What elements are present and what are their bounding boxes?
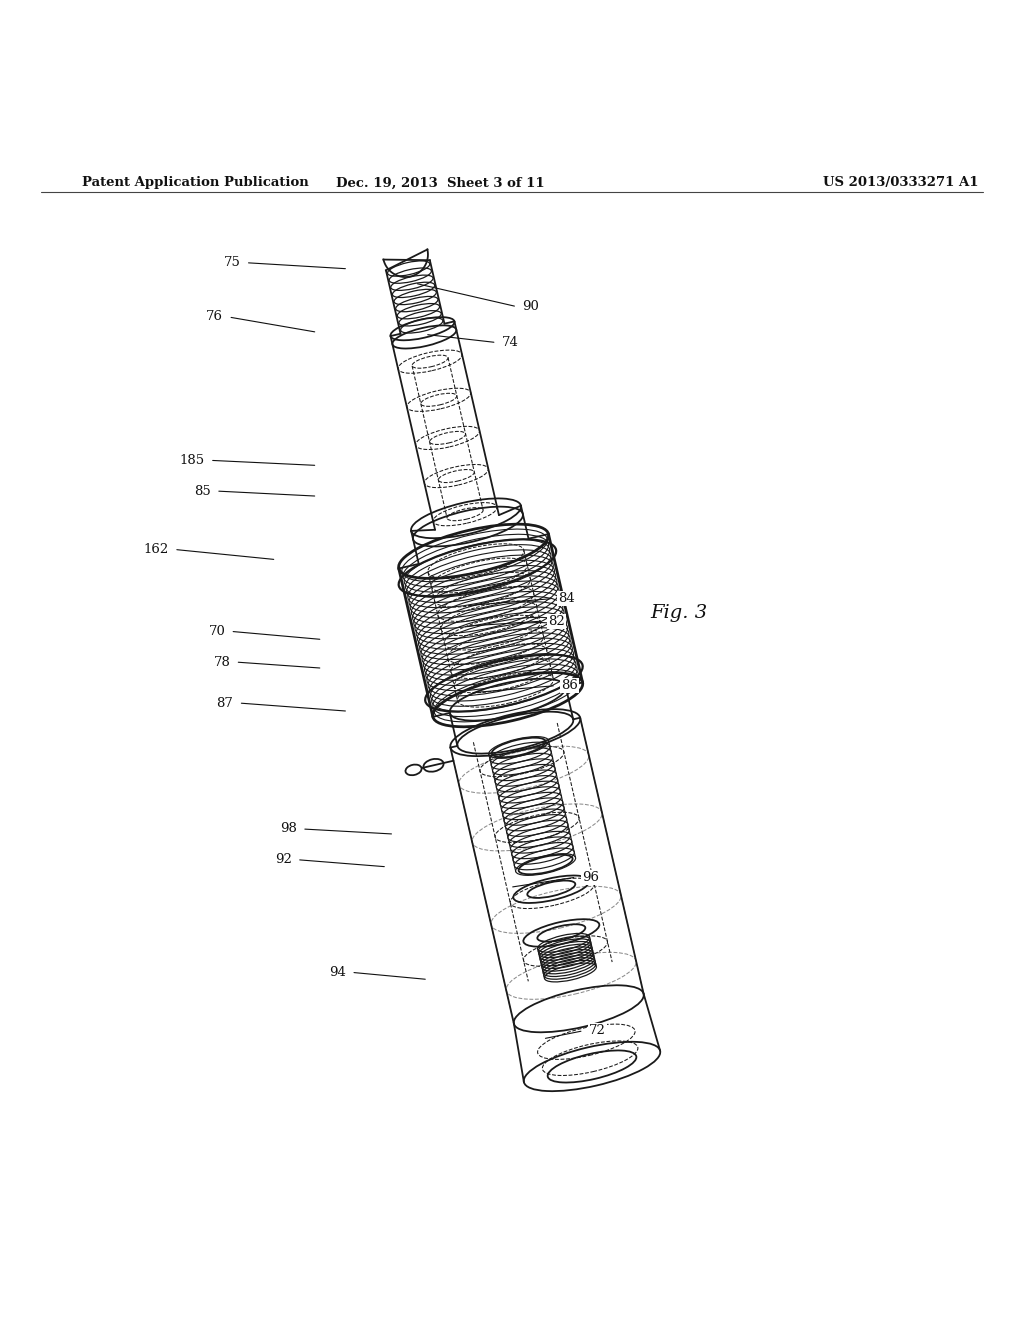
Text: 82: 82 xyxy=(548,615,564,627)
Text: 86: 86 xyxy=(561,678,578,692)
Text: US 2013/0333271 A1: US 2013/0333271 A1 xyxy=(823,177,979,189)
Text: 76: 76 xyxy=(206,310,223,323)
Text: 185: 185 xyxy=(179,454,205,467)
Text: Patent Application Publication: Patent Application Publication xyxy=(82,177,308,189)
Text: 84: 84 xyxy=(558,593,574,605)
Text: Dec. 19, 2013  Sheet 3 of 11: Dec. 19, 2013 Sheet 3 of 11 xyxy=(336,177,545,189)
Text: 98: 98 xyxy=(281,822,297,836)
Text: 74: 74 xyxy=(502,337,518,348)
Text: 70: 70 xyxy=(209,624,225,638)
Text: 85: 85 xyxy=(195,484,211,498)
Text: 96: 96 xyxy=(582,871,599,883)
Text: 94: 94 xyxy=(330,966,346,979)
Text: 72: 72 xyxy=(589,1024,605,1038)
Text: 162: 162 xyxy=(143,543,169,556)
Text: 87: 87 xyxy=(217,697,233,710)
Text: 75: 75 xyxy=(224,256,241,269)
Ellipse shape xyxy=(406,764,422,775)
Text: Fig. 3: Fig. 3 xyxy=(650,603,708,622)
Text: 78: 78 xyxy=(214,656,230,668)
Text: 90: 90 xyxy=(522,300,539,313)
Text: 92: 92 xyxy=(275,853,292,866)
